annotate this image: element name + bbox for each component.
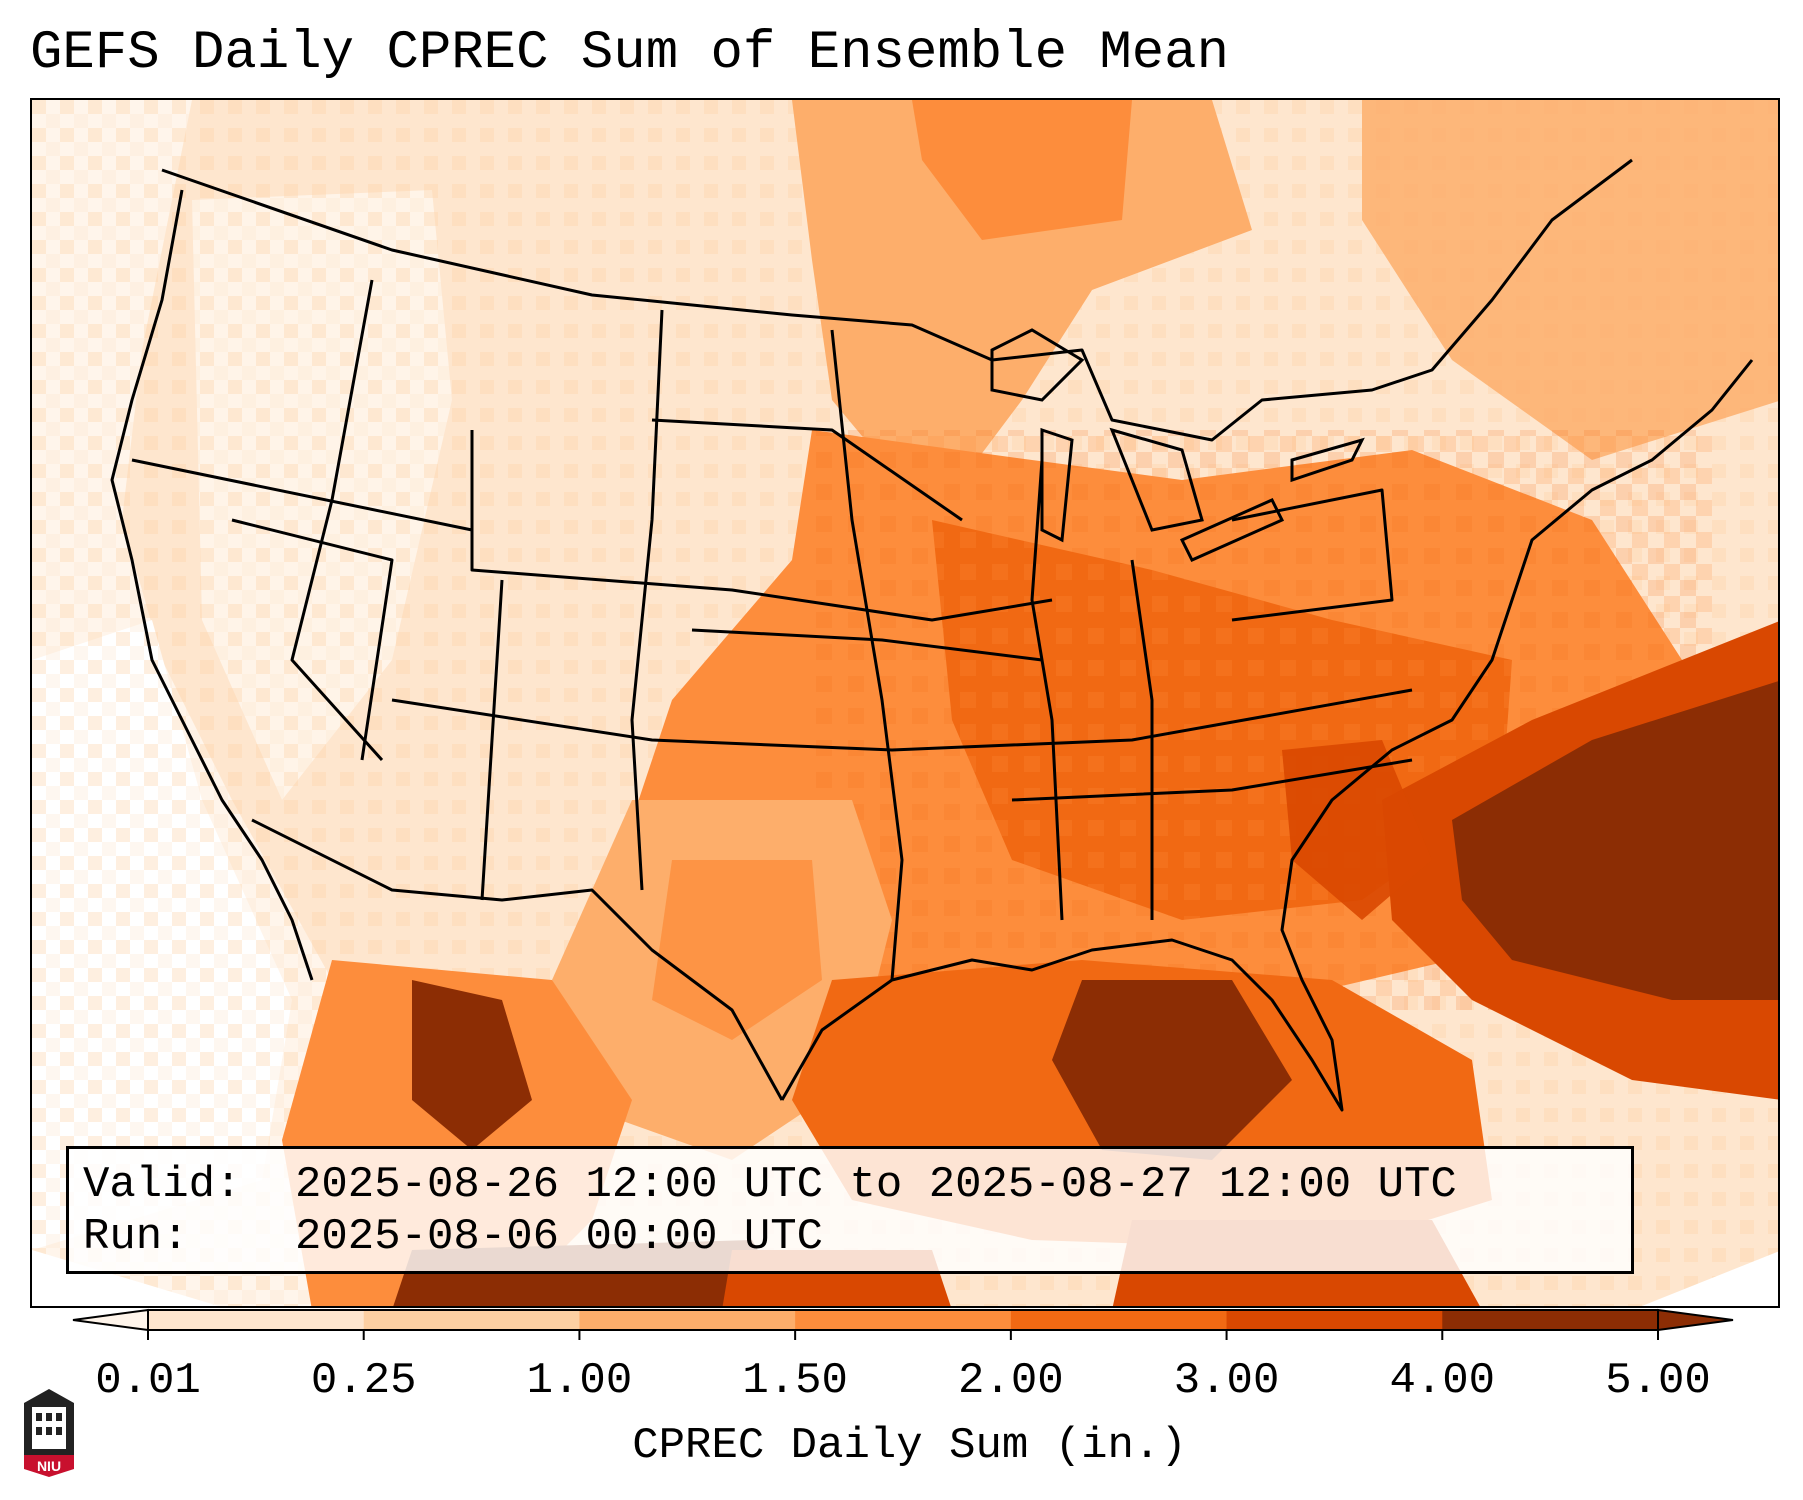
colorbar-segment bbox=[1442, 1310, 1659, 1330]
pacific-coast bbox=[110, 189, 314, 981]
colorbar-segment bbox=[148, 1310, 365, 1330]
colorbar bbox=[72, 1308, 1734, 1340]
boundary-lines bbox=[110, 158, 1754, 1112]
field-texas-core bbox=[652, 860, 822, 1040]
state-line-1 bbox=[131, 458, 473, 532]
colorbar-extend-high bbox=[1657, 1308, 1734, 1332]
run-label: Run: bbox=[83, 1212, 189, 1262]
field-atlantic-max bbox=[1452, 681, 1778, 1000]
colorbar-segment bbox=[579, 1310, 796, 1330]
valid-value: 2025-08-26 12:00 UTC to 2025-08-27 12:00… bbox=[295, 1160, 1457, 1210]
state-line-2 bbox=[470, 430, 1053, 622]
lake-ontario bbox=[1290, 437, 1365, 483]
great-lakes bbox=[990, 328, 1365, 562]
state-line-10 bbox=[691, 628, 1043, 662]
state-line-7 bbox=[231, 518, 394, 761]
lake-erie bbox=[1179, 498, 1285, 562]
colorbar-segment bbox=[363, 1310, 580, 1330]
colorbar-tick-label: 4.00 bbox=[1389, 1356, 1496, 1406]
state-line-11 bbox=[1030, 459, 1064, 921]
colorbar-tick-label: 1.50 bbox=[742, 1356, 848, 1406]
colorbar-segment bbox=[795, 1310, 1012, 1330]
colorbar-tick-label: 3.00 bbox=[1173, 1356, 1280, 1406]
colorbar-extend-low bbox=[72, 1308, 149, 1332]
state-line-3 bbox=[290, 279, 384, 762]
gulf-atlantic-coast bbox=[780, 359, 1754, 1112]
colorbar-tick-label: 0.01 bbox=[95, 1356, 201, 1406]
colorbar-outline bbox=[147, 1309, 1659, 1331]
field-gulf-max bbox=[1052, 980, 1292, 1160]
state-line-14 bbox=[1231, 488, 1394, 622]
lake-superior bbox=[990, 328, 1085, 402]
mexico-border bbox=[251, 818, 784, 1101]
state-line-8 bbox=[480, 579, 504, 901]
lake-huron bbox=[1109, 427, 1204, 532]
colorbar-tick-label: 2.00 bbox=[958, 1356, 1064, 1406]
canada-border bbox=[161, 158, 1633, 442]
colorbar-tick-label: 0.25 bbox=[310, 1356, 417, 1406]
precip-map bbox=[32, 100, 1778, 1306]
colorbar-label: CPREC Daily Sum (in.) bbox=[632, 1421, 1187, 1471]
field-northeast bbox=[1362, 100, 1778, 460]
valid-run-box: Valid: 2025-08-26 12:00 UTC to 2025-08-27… bbox=[66, 1146, 1634, 1274]
field-mexico-max bbox=[412, 980, 532, 1150]
valid-label: Valid: bbox=[83, 1160, 242, 1210]
svg-text:NIU: NIU bbox=[37, 1458, 61, 1474]
colorbar-tick-label: 1.00 bbox=[526, 1356, 633, 1406]
colorbar-segment bbox=[1226, 1310, 1443, 1330]
state-line-4 bbox=[630, 309, 664, 891]
field-north-core bbox=[912, 100, 1132, 240]
state-line-6 bbox=[391, 688, 1413, 752]
chart-title: GEFS Daily CPREC Sum of Ensemble Mean bbox=[30, 23, 1229, 84]
field-carolinas bbox=[1282, 740, 1432, 920]
colorbar-segment bbox=[1010, 1310, 1228, 1330]
state-line-13 bbox=[1011, 758, 1413, 802]
run-value: 2025-08-06 00:00 UTC bbox=[295, 1212, 824, 1262]
state-line-12 bbox=[1130, 559, 1154, 920]
field-north-band bbox=[792, 100, 1252, 520]
state-line-5 bbox=[830, 329, 904, 981]
colorbar-tick-label: 5.00 bbox=[1605, 1356, 1711, 1406]
niu-logo-icon: NIU bbox=[24, 1389, 74, 1477]
state-line-9 bbox=[651, 418, 963, 522]
map-panel[interactable] bbox=[30, 98, 1780, 1308]
lake-michigan bbox=[1040, 427, 1074, 543]
field-corner-blank-right bbox=[1642, 1251, 1778, 1306]
